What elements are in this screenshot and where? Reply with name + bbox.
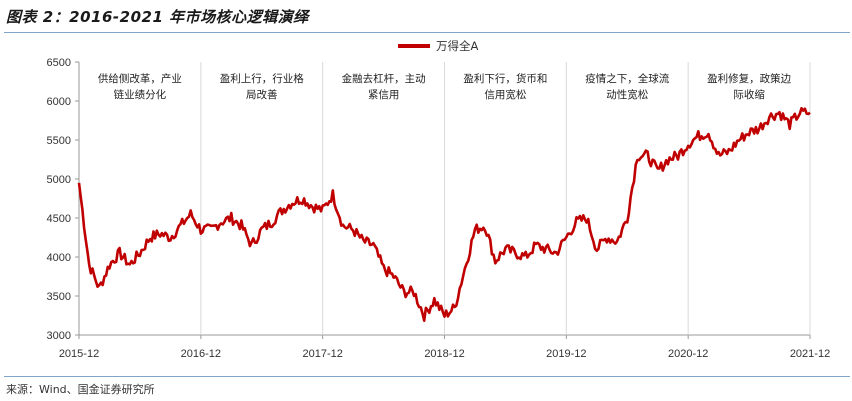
phase-annotation: 金融去杠杆，主动 [342,72,426,85]
y-tick-label: 6000 [47,96,71,108]
source-note: 来源：Wind、国金证券研究所 [6,383,155,396]
y-tick-label: 4500 [47,213,71,225]
y-tick-label: 6500 [47,57,71,69]
x-tick-label: 2019-12 [546,348,586,360]
y-tick-label: 5500 [47,135,71,147]
phase-annotation: 局改善 [246,88,278,101]
x-tick-label: 2018-12 [424,348,464,360]
phase-annotation: 信用宽松 [484,88,526,101]
x-tick-label: 2021-12 [790,348,830,360]
bottom-divider [4,376,850,377]
y-tick-label: 3000 [47,330,71,342]
phase-annotation: 际收缩 [733,88,765,101]
top-divider [4,32,850,33]
phase-annotation: 动性宽松 [606,88,648,101]
x-tick-label: 2020-12 [668,348,708,360]
phase-annotation: 链业绩分化 [114,88,167,101]
phase-annotation: 盈利下行，货币和 [463,72,547,85]
phase-annotation: 疫情之下，全球流 [585,72,669,85]
x-tick-label: 2015-12 [59,348,99,360]
x-tick-label: 2017-12 [302,348,342,360]
phase-annotation: 供给侧改革，产业 [98,72,182,85]
x-tick-label: 2016-12 [181,348,221,360]
phase-annotation: 盈利上行，行业格 [220,72,304,85]
y-tick-label: 4000 [47,252,71,264]
y-tick-label: 5000 [47,174,71,186]
figure-title: 图表 2：2016-2021 年市场核心逻辑演绎 [6,8,309,26]
y-tick-label: 3500 [47,291,71,303]
legend-label: 万得全A [436,39,478,53]
phase-annotation: 紧信用 [368,89,400,101]
phase-annotation: 盈利修复，政策边 [707,72,791,85]
series-line-wind-a [77,107,811,322]
